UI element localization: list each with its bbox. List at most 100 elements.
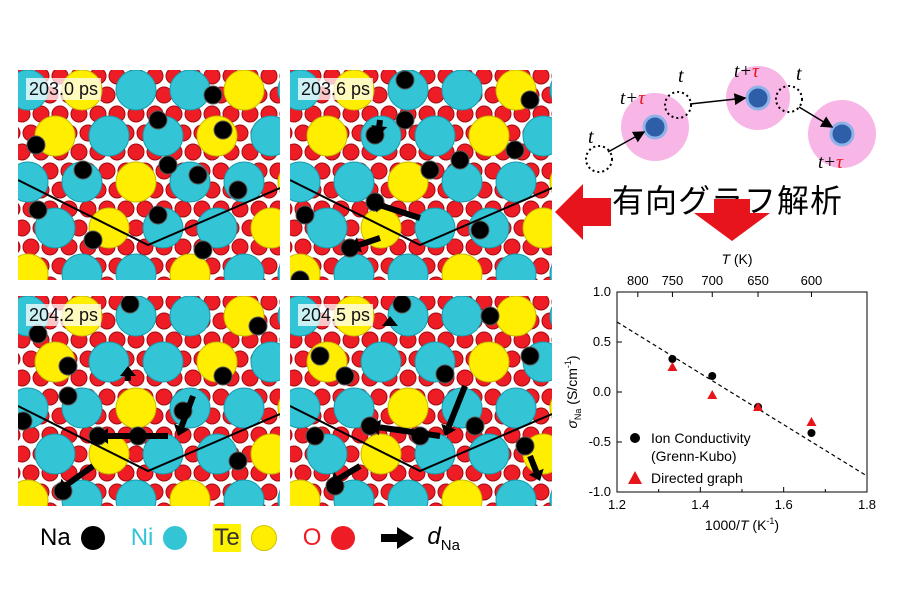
- o-atom: [22, 238, 40, 256]
- ni-atom: [115, 70, 157, 111]
- te-atom: [18, 253, 49, 280]
- diffusion-path-line: [18, 179, 280, 247]
- legend-gk-marker: [630, 433, 640, 443]
- na-atom: [83, 230, 103, 250]
- o-atom: [260, 296, 278, 311]
- label-t-tau-1-prefix: t+: [620, 88, 638, 109]
- displacement-arrowhead: [350, 237, 363, 253]
- y-tick-label: 0.0: [593, 384, 611, 399]
- te-atom: [495, 296, 537, 337]
- na-atom: [18, 411, 33, 431]
- o-atom: [290, 466, 293, 480]
- na-atom: [435, 364, 455, 384]
- md-panel-4: 204.5 ps: [290, 296, 552, 506]
- ni-atom: [34, 207, 76, 249]
- ni-atom: [34, 433, 76, 475]
- o-atom: [136, 464, 154, 482]
- o-atom: [290, 143, 303, 161]
- displacement-arrow: [178, 394, 196, 428]
- time-label-1: 203.0 ps: [26, 78, 102, 100]
- o-atom: [155, 388, 173, 406]
- label-t-tau-2: t+τ: [734, 61, 760, 82]
- na-atom: [465, 416, 485, 436]
- te-atom: [290, 479, 321, 506]
- legend-d-sub: Na: [440, 536, 460, 554]
- na-atom: [310, 346, 330, 366]
- na-atom: [203, 85, 223, 105]
- ni-atom: [223, 253, 265, 280]
- na-atom: [26, 135, 46, 155]
- o-atom: [408, 238, 426, 256]
- o-atom: [290, 240, 293, 254]
- ni-atom: [196, 207, 238, 249]
- te-atom: [549, 398, 552, 418]
- red-arrow-left-icon: [555, 184, 611, 240]
- x-axis-label-unit: (K: [749, 517, 768, 533]
- ni-atom: [277, 80, 280, 100]
- top-axis-label-unit: (K): [734, 251, 753, 267]
- o-atom: [231, 238, 249, 256]
- displacement-arrowhead: [58, 478, 71, 492]
- o-atom: [290, 202, 293, 216]
- ni-atom: [61, 253, 103, 280]
- ni-atom: [223, 387, 265, 429]
- o-atom: [429, 276, 443, 280]
- o-atom: [241, 369, 259, 387]
- na-atom: [450, 150, 470, 170]
- x-axis-label-pre: 1000/: [705, 517, 740, 533]
- te-atom: [169, 253, 211, 280]
- label-t-tau-3-prefix: t+: [818, 152, 836, 173]
- o-atom: [513, 369, 531, 387]
- na-atom: [148, 205, 168, 225]
- na-atom: [520, 346, 540, 366]
- na-atom: [305, 426, 325, 446]
- ion-2: [745, 85, 771, 111]
- o-atom: [503, 238, 521, 256]
- o-atom: [290, 126, 293, 140]
- displacement-arrowhead: [120, 366, 136, 376]
- na-atom: [158, 155, 178, 175]
- displacement-arrowhead: [382, 316, 398, 326]
- top-tick-label: 600: [801, 273, 823, 288]
- x-tick-label: 1.8: [858, 497, 876, 512]
- o-atom: [184, 143, 202, 161]
- legend-ni-label: Ni: [130, 524, 154, 551]
- te-atom: [441, 479, 483, 506]
- o-atom: [18, 240, 21, 254]
- na-atom: [295, 205, 315, 225]
- label-t-tau-1: t+τ: [620, 88, 646, 109]
- o-atom: [184, 369, 202, 387]
- te-atom: [387, 387, 429, 429]
- ni-atom: [88, 341, 130, 383]
- conductivity-chart: 1.2 1.4 1.6 1.8 1.0 0.5 0.0 -0.5 -1.0 800 750 700 65…: [563, 251, 876, 533]
- na-atom: [28, 324, 48, 344]
- ni-atom: [333, 161, 375, 203]
- te-atom: [277, 172, 280, 192]
- displacement-arrowhead: [330, 471, 343, 486]
- ni-atom: [277, 306, 280, 326]
- atom-legend: Na Ni Te O dNa: [40, 518, 460, 558]
- label-t-2: t: [678, 65, 684, 87]
- ni-atom: [414, 115, 456, 157]
- na-atom: [520, 90, 540, 110]
- md-structure-3: [18, 296, 280, 506]
- o-atom: [127, 445, 145, 463]
- na-atom: [120, 296, 140, 314]
- o-atom: [294, 238, 312, 256]
- ni-atom: [495, 161, 537, 203]
- na-atom: [228, 451, 248, 471]
- y-tick-label: -0.5: [589, 434, 611, 449]
- ni-atom: [495, 387, 537, 429]
- ni-atom: [522, 115, 552, 157]
- x-axis-label-exp: -1: [766, 516, 774, 526]
- legend-d-symbol: d: [427, 522, 441, 550]
- md-structure-2: [290, 70, 552, 280]
- time-label-2: 203.6 ps: [298, 78, 374, 100]
- directed-graph-schematic: t t t t+τ t+τ t+τ: [585, 61, 876, 173]
- o-atom: [157, 502, 171, 506]
- displacement-arrowhead: [174, 423, 190, 436]
- o-atom: [18, 126, 21, 140]
- na-atom: [395, 110, 415, 130]
- o-atom: [372, 502, 386, 506]
- top-axis-label: T (K): [721, 251, 752, 267]
